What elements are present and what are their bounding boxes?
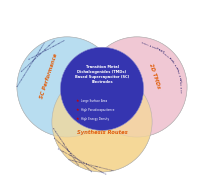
Text: ★ WTe₂  ★ VSe₂: ★ WTe₂ ★ VSe₂ (168, 56, 179, 71)
Circle shape (60, 47, 144, 130)
Text: ★: ★ (75, 99, 79, 103)
Text: SC Performance: SC Performance (39, 52, 59, 99)
Text: Large Surface Area: Large Surface Area (81, 99, 108, 103)
Text: Transition Metal
Dichalcogenides (TMDs)
Based Supercapacitor (SC)
Electrodes: Transition Metal Dichalcogenides (TMDs) … (75, 65, 129, 84)
Text: ★ Electrochemical ★ Scotch-tape ★ Solvothermal: ★ Electrochemical ★ Scotch-tape ★ Solvot… (68, 159, 114, 171)
Text: ★ MoS₂  ★ MoSe₂  ★ ZrS₂: ★ MoS₂ ★ MoSe₂ ★ ZrS₂ (141, 41, 165, 52)
Circle shape (17, 37, 117, 137)
Text: ★ Asymmetric Hybrid Supercapacitors: ★ Asymmetric Hybrid Supercapacitors (29, 39, 65, 60)
Text: ★: ★ (75, 108, 79, 112)
Text: ★ Pristine TMD Electrodes Based Supercapacitors: ★ Pristine TMD Electrodes Based Supercap… (17, 42, 45, 87)
Circle shape (87, 37, 187, 137)
Text: ★ TaS₂  ★ NbS₂: ★ TaS₂ ★ NbS₂ (175, 65, 182, 82)
Text: High Pseudocapacitance: High Pseudocapacitance (81, 108, 115, 112)
Circle shape (87, 37, 187, 137)
Text: Synthesis Routes: Synthesis Routes (77, 130, 127, 135)
Text: ★ Hybrid Electrodes Based Supercapacitors: ★ Hybrid Electrodes Based Supercapacitor… (21, 40, 55, 72)
Text: ★ Vapor phase growth method ★ Hydrothermal: ★ Vapor phase growth method ★ Hydrotherm… (52, 128, 79, 166)
Text: ★ Atomic Layer Deposition ★ Pulsed Laser Deposition: ★ Atomic Layer Deposition ★ Pulsed Laser… (53, 137, 92, 173)
Text: 2D TMDs: 2D TMDs (149, 62, 161, 89)
Text: ★ WS₂  ★ WSe₂  ★ VS₂: ★ WS₂ ★ WSe₂ ★ VS₂ (155, 46, 174, 62)
Circle shape (17, 37, 117, 137)
Circle shape (52, 72, 152, 172)
Text: ★: ★ (75, 117, 79, 121)
Text: ★ TaS₂  ★ TiS₂: ★ TaS₂ ★ TiS₂ (179, 76, 182, 93)
Text: High Energy Density: High Energy Density (81, 117, 109, 121)
Circle shape (52, 72, 152, 172)
Text: ★ Chemical Vapor Deposition ★ Chemical Vapor Transport: ★ Chemical Vapor Deposition ★ Chemical V… (57, 148, 106, 175)
